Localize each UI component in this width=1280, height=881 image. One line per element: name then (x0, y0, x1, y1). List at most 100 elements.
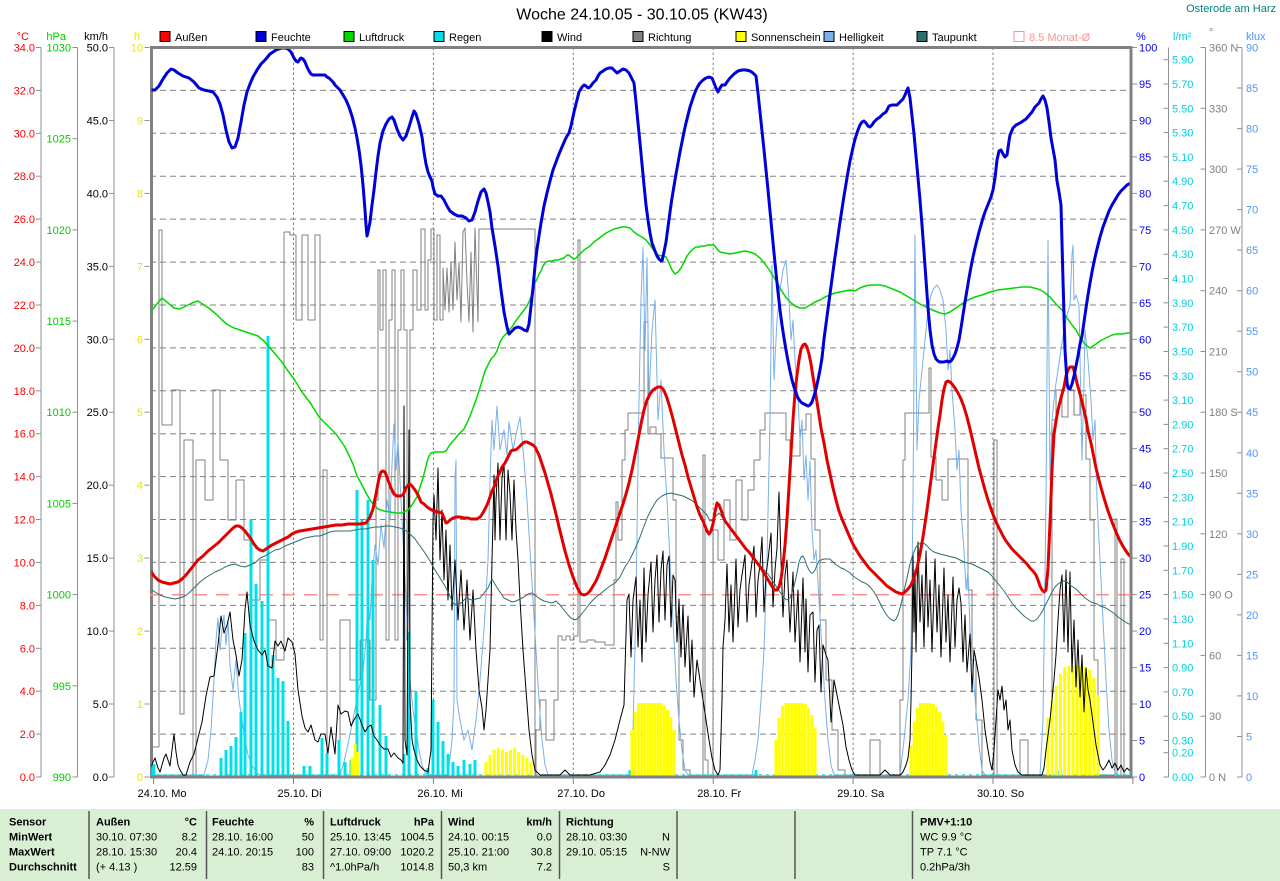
svg-text:70: 70 (1246, 205, 1258, 217)
svg-text:1025: 1025 (47, 134, 71, 146)
svg-text:50: 50 (1246, 367, 1258, 379)
svg-text:1: 1 (137, 699, 143, 711)
svg-text:24.10. 20:15: 24.10. 20:15 (212, 847, 273, 859)
svg-text:28.10. 03:30: 28.10. 03:30 (566, 832, 627, 844)
svg-text:1.50: 1.50 (1172, 590, 1193, 602)
svg-text:PMV+1:10: PMV+1:10 (920, 817, 972, 829)
svg-text:3.30: 3.30 (1172, 371, 1193, 383)
svg-text:26.0: 26.0 (14, 214, 35, 226)
svg-text:Sonnenschein: Sonnenschein (751, 32, 821, 44)
svg-text:hPa: hPa (46, 31, 66, 43)
svg-text:28.10. 15:30: 28.10. 15:30 (96, 847, 157, 859)
svg-text:1020: 1020 (47, 225, 71, 237)
svg-text:25.0: 25.0 (87, 407, 108, 419)
svg-text:(+ 4.13 ): (+ 4.13 ) (96, 862, 137, 874)
svg-text:3.10: 3.10 (1172, 395, 1193, 407)
svg-text:50: 50 (302, 832, 314, 844)
svg-text:1004.5: 1004.5 (400, 832, 434, 844)
svg-text:8.0: 8.0 (20, 600, 35, 612)
svg-text:30.0: 30.0 (87, 334, 108, 346)
svg-text:90: 90 (1246, 43, 1258, 55)
svg-text:Außen: Außen (175, 32, 207, 44)
svg-text:l/m²: l/m² (1173, 31, 1192, 43)
svg-text:0.0: 0.0 (20, 772, 35, 784)
svg-text:1.70: 1.70 (1172, 565, 1193, 577)
svg-text:°C: °C (17, 31, 29, 43)
svg-text:%: % (1136, 31, 1146, 43)
svg-text:1.10: 1.10 (1172, 638, 1193, 650)
svg-text:4.30: 4.30 (1172, 249, 1193, 261)
svg-text:WC 9.9 °C: WC 9.9 °C (920, 832, 972, 844)
svg-text:25.10. 21:00: 25.10. 21:00 (448, 847, 509, 859)
svg-text:4.0: 4.0 (20, 686, 35, 698)
svg-text:°C: °C (185, 817, 197, 829)
svg-text:20.0: 20.0 (87, 480, 108, 492)
svg-text:6.0: 6.0 (20, 643, 35, 655)
svg-text:Feuchte: Feuchte (212, 817, 254, 829)
svg-text:3.90: 3.90 (1172, 298, 1193, 310)
svg-text:27.10. 09:00: 27.10. 09:00 (330, 847, 391, 859)
svg-text:2.50: 2.50 (1172, 468, 1193, 480)
svg-text:0.2hPa/3h: 0.2hPa/3h (920, 862, 970, 874)
svg-text:Luftdruck: Luftdruck (330, 817, 382, 829)
svg-text:0: 0 (1139, 772, 1145, 784)
svg-text:55: 55 (1246, 326, 1258, 338)
svg-text:25: 25 (1139, 590, 1151, 602)
svg-text:150: 150 (1209, 468, 1227, 480)
svg-text:100: 100 (1139, 43, 1157, 55)
svg-text:30: 30 (1209, 711, 1221, 723)
svg-text:360 N: 360 N (1209, 43, 1238, 55)
svg-text:3.70: 3.70 (1172, 322, 1193, 334)
svg-text:1.30: 1.30 (1172, 614, 1193, 626)
svg-text:Richtung: Richtung (648, 32, 691, 44)
svg-text:95: 95 (1139, 79, 1151, 91)
svg-text:Taupunkt: Taupunkt (932, 32, 977, 44)
svg-text:60: 60 (1246, 286, 1258, 298)
svg-text:Außen: Außen (96, 817, 131, 829)
svg-text:995: 995 (53, 681, 71, 693)
svg-text:25.10. 13:45: 25.10. 13:45 (330, 832, 391, 844)
svg-text:5.0: 5.0 (93, 699, 108, 711)
svg-text:MinWert: MinWert (9, 832, 53, 844)
svg-text:65: 65 (1246, 245, 1258, 257)
svg-text:80: 80 (1139, 188, 1151, 200)
svg-text:28.10. Fr: 28.10. Fr (697, 788, 741, 800)
svg-text:26.10. Mi: 26.10. Mi (417, 788, 462, 800)
svg-text:1.90: 1.90 (1172, 541, 1193, 553)
svg-text:45: 45 (1139, 444, 1151, 456)
svg-text:18.0: 18.0 (14, 386, 35, 398)
svg-text:^1.0hPa/h: ^1.0hPa/h (330, 862, 379, 874)
svg-text:330: 330 (1209, 103, 1227, 115)
svg-text:30: 30 (1139, 553, 1151, 565)
svg-text:2.90: 2.90 (1172, 419, 1193, 431)
svg-text:50.0: 50.0 (87, 43, 108, 55)
svg-text:20.0: 20.0 (14, 343, 35, 355)
svg-text:N-NW: N-NW (640, 847, 671, 859)
svg-text:5.70: 5.70 (1172, 79, 1193, 91)
svg-text:28.0: 28.0 (14, 171, 35, 183)
svg-text:N: N (662, 832, 670, 844)
svg-text:30.10. So: 30.10. So (977, 788, 1024, 800)
svg-text:1000: 1000 (47, 590, 71, 602)
svg-text:9: 9 (137, 116, 143, 128)
svg-text:4.90: 4.90 (1172, 176, 1193, 188)
svg-text:1015: 1015 (47, 316, 71, 328)
svg-text:45: 45 (1246, 407, 1258, 419)
svg-text:16.0: 16.0 (14, 429, 35, 441)
svg-text:Osterode am Harz: Osterode am Harz (1186, 3, 1276, 15)
svg-text:0.0: 0.0 (537, 832, 552, 844)
svg-text:15.0: 15.0 (87, 553, 108, 565)
svg-text:10: 10 (1246, 691, 1258, 703)
svg-text:90 O: 90 O (1209, 590, 1233, 602)
svg-text:Feuchte: Feuchte (271, 32, 311, 44)
svg-text:240: 240 (1209, 286, 1227, 298)
svg-text:300: 300 (1209, 164, 1227, 176)
svg-text:2.10: 2.10 (1172, 517, 1193, 529)
svg-text:h: h (134, 31, 140, 43)
svg-text:Helligkeit: Helligkeit (839, 32, 884, 44)
svg-text:0: 0 (137, 772, 143, 784)
svg-text:100: 100 (296, 847, 314, 859)
svg-text:Regen: Regen (449, 32, 481, 44)
svg-text:Wind: Wind (448, 817, 475, 829)
svg-text:0 N: 0 N (1209, 772, 1226, 784)
